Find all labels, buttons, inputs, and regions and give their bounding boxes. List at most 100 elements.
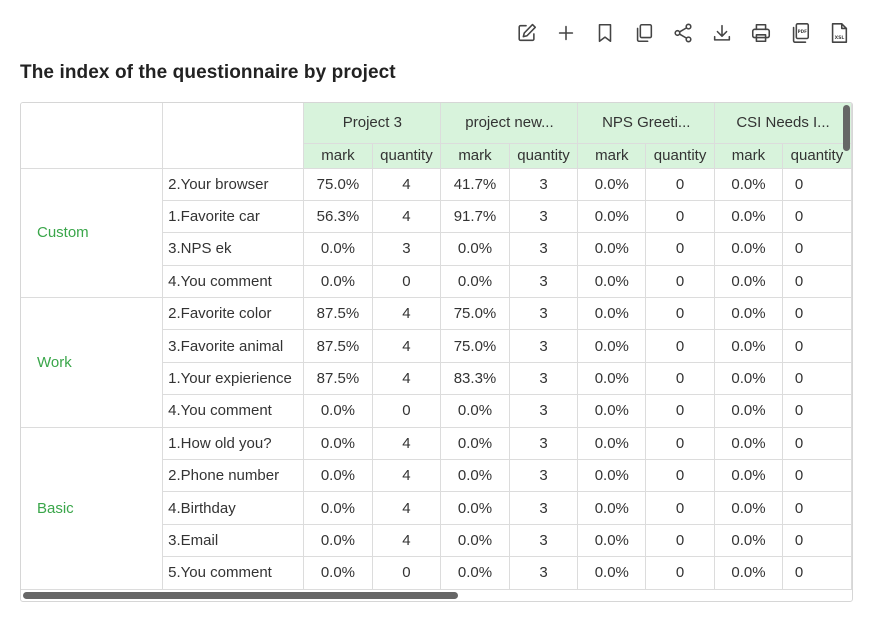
project-header[interactable]: NPS Greeti...: [577, 103, 716, 144]
mark-cell: 0.0%: [714, 523, 783, 558]
quantity-cell: 0: [645, 523, 716, 558]
quantity-cell: 0: [781, 167, 852, 201]
category-cell: Basic: [21, 426, 164, 590]
mark-cell: 91.7%: [440, 199, 510, 234]
quantity-cell: 3: [508, 297, 579, 331]
quantity-cell: 4: [371, 491, 442, 525]
vertical-scrollbar[interactable]: [843, 105, 850, 151]
quantity-cell: 4: [371, 199, 442, 234]
mark-cell: 75.0%: [440, 297, 510, 331]
quantity-cell: 3: [508, 232, 579, 266]
quantity-cell: 0: [645, 491, 716, 525]
quantity-cell: 0: [645, 329, 716, 363]
quantity-cell: 0: [645, 426, 716, 461]
sub-header-row: mark quantity mark quantity mark quantit…: [21, 142, 852, 169]
table-row: 4.You comment 0.0% 0 0.0% 3 0.0% 0 0.0% 0: [21, 264, 852, 299]
data-table-container[interactable]: Project 3 project new... NPS Greeti... C…: [20, 102, 853, 602]
mark-cell: 0.0%: [303, 556, 373, 590]
question-cell: 2.Phone number: [162, 459, 305, 493]
share-icon: [674, 23, 692, 43]
quantity-cell: 0: [645, 459, 716, 493]
quantity-cell: 3: [508, 264, 579, 299]
question-cell: 1.Your expierience: [162, 361, 305, 396]
table-row: 3.NPS ek 0.0% 3 0.0% 3 0.0% 0 0.0% 0: [21, 232, 852, 266]
table-row: 4.Birthday 0.0% 4 0.0% 3 0.0% 0 0.0% 0: [21, 491, 852, 525]
mark-cell: 0.0%: [577, 199, 647, 234]
download-button[interactable]: [708, 20, 736, 46]
table-row: Work 2.Favorite color 87.5% 4 75.0% 3 0.0% 0 0.0…: [21, 297, 852, 428]
quantity-cell: 0: [781, 523, 852, 558]
mark-cell: 0.0%: [303, 394, 373, 428]
mark-cell: 0.0%: [714, 491, 783, 525]
bookmark-button[interactable]: [591, 20, 619, 46]
quantity-cell: 0: [371, 556, 442, 590]
mark-cell: 0.0%: [714, 167, 783, 201]
mark-cell: 0.0%: [714, 329, 783, 363]
mark-cell: 0.0%: [303, 459, 373, 493]
export-pdf-button[interactable]: PDF: [786, 20, 814, 46]
mark-cell: 0.0%: [440, 426, 510, 461]
mark-cell: 75.0%: [303, 167, 373, 201]
quantity-header: quantity: [371, 142, 442, 169]
quantity-cell: 0: [645, 167, 716, 201]
mark-cell: 41.7%: [440, 167, 510, 201]
mark-cell: 0.0%: [577, 297, 647, 331]
quantity-cell: 4: [371, 297, 442, 331]
mark-cell: 0.0%: [714, 394, 783, 428]
project-header[interactable]: CSI Needs I...: [714, 103, 852, 144]
mark-cell: 0.0%: [440, 394, 510, 428]
mark-header: mark: [577, 142, 647, 169]
quantity-cell: 0: [781, 426, 852, 461]
table-row: 5.You comment 0.0% 0 0.0% 3 0.0% 0 0.0% 0: [21, 556, 852, 590]
quantity-cell: 0: [781, 297, 852, 331]
quantity-cell: 3: [508, 426, 579, 461]
quantity-cell: 4: [371, 459, 442, 493]
project-header-row: Project 3 project new... NPS Greeti... C…: [21, 103, 852, 169]
mark-cell: 0.0%: [714, 361, 783, 396]
copy-button[interactable]: [630, 20, 658, 46]
mark-header: mark: [440, 142, 510, 169]
question-cell: 2.Favorite color: [162, 297, 305, 331]
mark-cell: 0.0%: [714, 297, 783, 331]
export-xsl-button[interactable]: XSL: [825, 20, 853, 46]
quantity-cell: 0: [371, 394, 442, 428]
add-button[interactable]: [552, 20, 580, 46]
quantity-cell: 0: [645, 394, 716, 428]
quantity-header: quantity: [781, 142, 852, 169]
mark-cell: 75.0%: [440, 329, 510, 363]
mark-cell: 87.5%: [303, 297, 373, 331]
mark-cell: 0.0%: [577, 426, 647, 461]
quantity-cell: 0: [645, 264, 716, 299]
quantity-cell: 0: [371, 264, 442, 299]
mark-cell: 83.3%: [440, 361, 510, 396]
horizontal-scrollbar[interactable]: [23, 592, 458, 599]
quantity-header: quantity: [645, 142, 716, 169]
mark-cell: 0.0%: [577, 459, 647, 493]
question-cell: 1.Favorite car: [162, 199, 305, 234]
share-button[interactable]: [669, 20, 697, 46]
quantity-cell: 3: [508, 361, 579, 396]
mark-cell: 0.0%: [577, 491, 647, 525]
project-header[interactable]: Project 3: [303, 103, 442, 144]
question-cell: 3.NPS ek: [162, 232, 305, 266]
table-row: 2.Phone number 0.0% 4 0.0% 3 0.0% 0 0.0% 0: [21, 459, 852, 493]
question-cell: 4.You comment: [162, 394, 305, 428]
table-row: 1.Favorite car 56.3% 4 91.7% 3 0.0% 0 0.0% 0: [21, 199, 852, 234]
quantity-cell: 4: [371, 361, 442, 396]
quantity-cell: 3: [508, 459, 579, 493]
mark-cell: 0.0%: [714, 556, 783, 590]
print-button[interactable]: [747, 20, 775, 46]
quantity-cell: 0: [645, 361, 716, 396]
quantity-cell: 3: [508, 556, 579, 590]
edit-button[interactable]: [513, 20, 541, 46]
bookmark-icon: [598, 23, 612, 43]
quantity-cell: 3: [371, 232, 442, 266]
mark-cell: 0.0%: [577, 361, 647, 396]
mark-header: mark: [714, 142, 783, 169]
quantity-cell: 4: [371, 523, 442, 558]
mark-cell: 0.0%: [577, 264, 647, 299]
mark-cell: 0.0%: [440, 556, 510, 590]
project-header[interactable]: project new...: [440, 103, 579, 144]
quantity-cell: 0: [781, 264, 852, 299]
header-spacer: [162, 103, 305, 169]
